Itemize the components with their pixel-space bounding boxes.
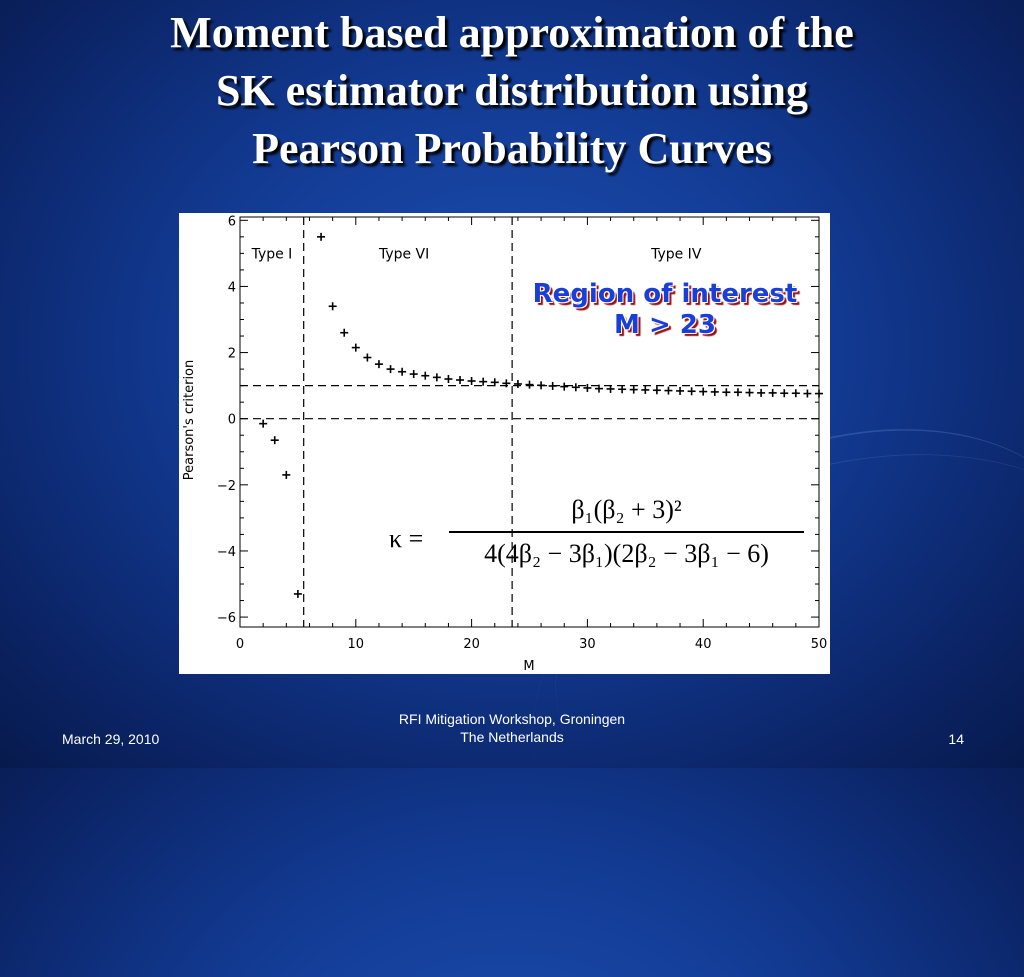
data-point-plus	[293, 589, 302, 598]
data-point-plus	[537, 381, 546, 390]
plot-frame	[239, 216, 820, 628]
y-tick-label: 4	[228, 280, 236, 295]
data-point-plus	[571, 383, 580, 392]
data-point-plus	[757, 388, 766, 397]
data-point-plus	[676, 386, 685, 395]
data-point-plus	[664, 386, 673, 395]
slide-title: Moment based approximation of the SK est…	[0, 4, 1024, 178]
title-line-1: Moment based approximation of the	[170, 8, 854, 57]
data-point-plus	[548, 381, 557, 390]
y-tick-label: −4	[217, 545, 236, 560]
x-tick-label: 20	[463, 637, 480, 652]
formula-numerator: β₁(β₂ + 3)²	[571, 495, 682, 524]
data-point-plus	[560, 382, 569, 391]
region-label: Type I	[251, 246, 293, 262]
y-axis-label: Pearson's criterion	[182, 360, 197, 480]
data-point-plus	[513, 379, 522, 388]
data-point-plus	[479, 377, 488, 386]
data-point-plus	[699, 387, 708, 396]
data-point-plus	[791, 389, 800, 398]
data-point-plus	[780, 389, 789, 398]
data-point-plus	[583, 383, 592, 392]
data-point-plus	[317, 232, 326, 241]
x-tick-label: 10	[348, 637, 365, 652]
data-point-plus	[374, 360, 383, 369]
data-point-plus	[444, 375, 453, 384]
data-point-plus	[328, 302, 337, 311]
y-tick-label: 2	[228, 347, 236, 362]
chart-panel: 0 10 20 30 40 50 −6 −4 −2 0 2 4 6 Type I Type VI Type …	[179, 213, 830, 674]
kappa-formula: κ = β₁(β₂ + 3)² 4(4β₂ − 3β₁)(2β₂ − 3β₁ −…	[389, 493, 809, 593]
data-point-plus	[490, 378, 499, 387]
data-point-plus	[618, 385, 627, 394]
data-point-plus	[398, 367, 407, 376]
data-point-plus	[270, 436, 279, 445]
data-point-plus	[456, 376, 465, 385]
y-tick-label: 6	[228, 214, 236, 229]
x-tick-label: 0	[236, 637, 244, 652]
data-point-plus	[386, 365, 395, 374]
data-point-plus	[733, 388, 742, 397]
data-point-plus	[710, 387, 719, 396]
data-point-plus	[467, 377, 476, 385]
region-label: Type VI	[378, 246, 429, 262]
y-tick-label: −2	[217, 479, 236, 494]
data-point-plus	[282, 470, 291, 479]
region-of-interest-annotation: Region of interest M > 23	[509, 279, 821, 341]
data-point-plus	[351, 343, 360, 352]
footer-event-line-1: RFI Mitigation Workshop, Groningen	[398, 711, 626, 727]
y-tick-label: 0	[228, 413, 236, 428]
title-line-3: Pearson Probability Curves	[252, 124, 772, 173]
data-point-plus	[641, 385, 650, 394]
title-line-2: SK estimator distribution using	[215, 66, 809, 115]
x-tick-label: 30	[579, 637, 596, 652]
data-point-plus	[259, 419, 268, 428]
data-point-plus	[745, 388, 754, 397]
page-number: 14	[948, 731, 964, 747]
data-point-plus	[803, 389, 812, 398]
x-tick-label: 50	[811, 637, 828, 652]
formula-denominator: 4(4β₂ − 3β₁)(2β₂ − 3β₁ − 6)	[484, 539, 769, 568]
data-point-plus	[340, 328, 349, 337]
footer-date: March 29, 2010	[62, 731, 160, 747]
formula-lhs: κ =	[389, 524, 424, 553]
region-label: Type IV	[650, 246, 702, 262]
footer-event: RFI Mitigation Workshop, Groningen The N…	[340, 710, 684, 746]
data-point-plus	[363, 353, 372, 362]
data-point-plus	[652, 386, 661, 395]
pearson-criterion-plot: 0 10 20 30 40 50 −6 −4 −2 0 2 4 6 Type I Type VI Type …	[182, 214, 828, 674]
data-point-plus	[815, 389, 823, 398]
data-point-plus	[687, 387, 696, 396]
data-point-plus	[409, 370, 418, 379]
data-point-plus	[502, 379, 511, 388]
fraction-bar	[449, 531, 804, 533]
x-axis-label: M	[523, 659, 534, 674]
data-point-plus	[629, 385, 638, 394]
data-point-plus	[594, 384, 603, 393]
data-point-plus	[722, 388, 731, 397]
data-point-plus	[606, 384, 615, 393]
x-tick-label: 40	[695, 637, 712, 652]
data-point-plus	[432, 373, 441, 382]
data-point-plus	[768, 388, 777, 397]
y-tick-label: −6	[217, 611, 236, 626]
region-of-interest-condition: M > 23	[614, 310, 716, 340]
region-of-interest-label: Region of interest	[532, 279, 798, 309]
footer-event-line-2: The Netherlands	[460, 729, 564, 745]
data-point-plus	[525, 380, 534, 389]
data-point-plus	[421, 371, 430, 380]
